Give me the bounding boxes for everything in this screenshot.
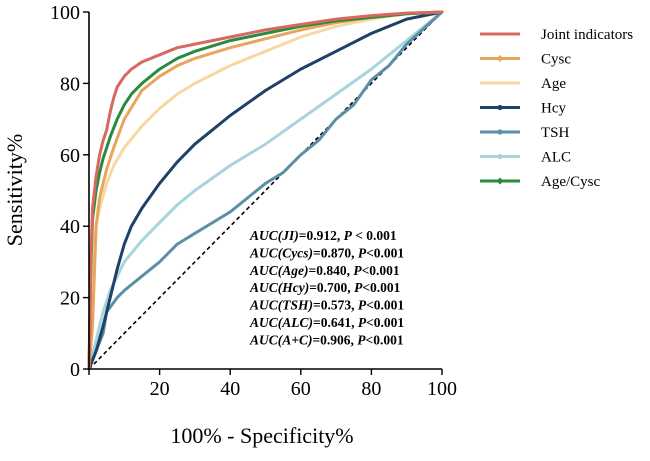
p-label: P xyxy=(344,228,353,243)
y-tick-label: 80 xyxy=(60,73,80,95)
auc-annotation-line: AUC(Cycs)=0.870, P<0.001 xyxy=(249,245,404,260)
legend-item-tsh: TSH xyxy=(480,125,570,141)
auc-value: =0.912, xyxy=(299,228,344,243)
p-label: P xyxy=(358,245,367,260)
auc-annotation-line: AUC(ALC)=0.641, P<0.001 xyxy=(249,315,404,330)
x-axis-title: 100% - Specificity% xyxy=(170,423,353,448)
legend-label: Hcy xyxy=(541,101,566,117)
auc-annotation-line: AUC(TSH)=0.573, P<0.001 xyxy=(249,298,404,313)
p-label: P xyxy=(358,315,367,330)
x-tick-label: 20 xyxy=(150,378,170,400)
legend-label: TSH xyxy=(541,125,570,141)
p-label: P xyxy=(358,298,367,313)
auc-label: AUC(TSH) xyxy=(249,298,313,313)
legend: Joint indicators Cysc Age Hcy TSH ALC Age/Cysc xyxy=(480,27,633,190)
auc-label: AUC(Hcy) xyxy=(249,280,309,295)
x-tick-label: 100 xyxy=(427,378,457,400)
series-layer xyxy=(87,10,444,371)
legend-marker xyxy=(497,129,503,135)
legend-label: Age xyxy=(541,76,566,92)
y-tick-label: 40 xyxy=(60,216,80,238)
auc-value: =0.573, xyxy=(313,298,358,313)
p-value: <0.001 xyxy=(362,263,400,278)
y-tick-label: 0 xyxy=(70,359,80,381)
auc-label: AUC(Age) xyxy=(249,263,309,278)
series-line-joint-indicators xyxy=(87,10,444,371)
auc-annotation-line: AUC(Age)=0.840, P<0.001 xyxy=(249,263,400,278)
y-axis-title: Sensitivity% xyxy=(2,134,27,246)
auc-annotation-line: AUC(JI)=0.912, P < 0.001 xyxy=(249,228,397,243)
legend-label: Joint indicators xyxy=(541,27,633,43)
auc-annotation-line: AUC(Hcy)=0.700, P<0.001 xyxy=(249,280,401,295)
p-value: < 0.001 xyxy=(352,228,397,243)
legend-item-cysc: Cysc xyxy=(480,52,571,68)
legend-label: Age/Cysc xyxy=(541,174,601,190)
legend-label: ALC xyxy=(541,150,571,166)
p-value: <0.001 xyxy=(362,280,400,295)
legend-marker xyxy=(496,55,504,62)
series-line-tsh xyxy=(87,10,444,371)
x-tick-label: 80 xyxy=(361,378,381,400)
y-tick-label: 60 xyxy=(60,145,80,167)
x-tick-label: 60 xyxy=(291,378,311,400)
x-tick-label: 40 xyxy=(220,378,240,400)
y-tick-label: 100 xyxy=(50,2,80,24)
legend-item-alc: ALC xyxy=(480,150,571,166)
ticks-layer: 20 40 60 80 100 0 20 40 60 80 100 xyxy=(50,2,457,400)
p-value: <0.001 xyxy=(366,245,404,260)
legend-label: Cysc xyxy=(541,52,571,68)
legend-item-age-cysc: Age/Cysc xyxy=(480,174,601,190)
legend-item-joint-indicators: Joint indicators xyxy=(480,27,633,43)
y-tick-label: 20 xyxy=(60,288,80,310)
p-value: <0.001 xyxy=(366,298,404,313)
auc-label: AUC(JI) xyxy=(249,228,299,243)
series-line-alc xyxy=(87,10,444,371)
auc-value: =0.641, xyxy=(313,315,358,330)
series-line-hcy xyxy=(87,10,444,371)
auc-value: =0.840, xyxy=(309,263,354,278)
legend-marker xyxy=(497,104,503,111)
legend-marker xyxy=(497,153,503,160)
auc-label: AUC(Cycs) xyxy=(249,245,313,260)
auc-annotations: AUC(JI)=0.912, P < 0.001 AUC(Cycs)=0.870,… xyxy=(249,228,404,347)
p-label: P xyxy=(354,280,363,295)
auc-value: =0.906, xyxy=(312,332,357,347)
p-value: <0.001 xyxy=(366,332,404,347)
p-value: <0.001 xyxy=(366,315,404,330)
legend-item-hcy: Hcy xyxy=(480,101,566,117)
auc-annotation-line: AUC(A+C)=0.906, P<0.001 xyxy=(249,332,404,347)
auc-value: =0.870, xyxy=(313,245,358,260)
legend-item-age: Age xyxy=(480,76,566,92)
p-label: P xyxy=(353,263,362,278)
auc-label: AUC(A+C) xyxy=(249,332,312,347)
auc-label: AUC(ALC) xyxy=(249,315,313,330)
axes-layer xyxy=(88,12,442,370)
series-line-age-cysc xyxy=(87,10,444,371)
legend-marker xyxy=(496,177,504,185)
auc-value: =0.700, xyxy=(309,280,354,295)
p-label: P xyxy=(357,332,366,347)
